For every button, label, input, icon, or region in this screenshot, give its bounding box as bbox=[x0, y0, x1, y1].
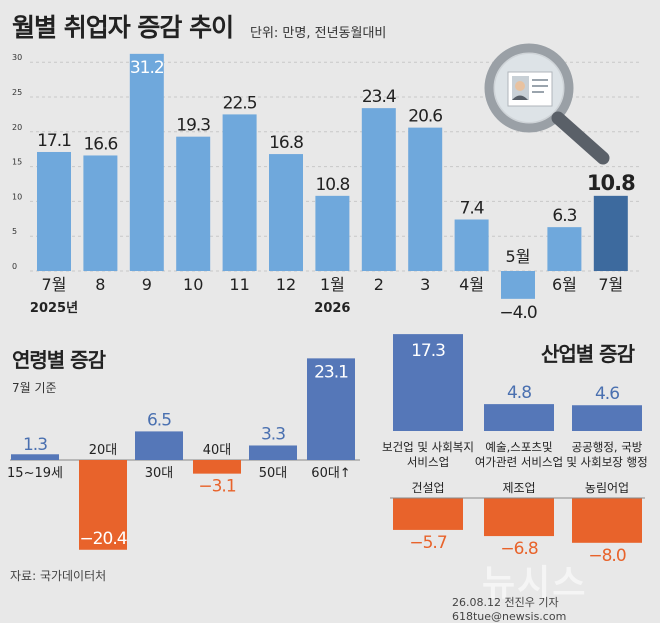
monthly-value-label: 10.8 bbox=[587, 171, 635, 195]
industry-category-label: 예술,스포츠및 bbox=[485, 440, 552, 454]
industry-category-label: 제조업 bbox=[502, 481, 535, 495]
industry-category-label: 여가관련 서비스업 bbox=[475, 455, 563, 469]
industry-bar bbox=[484, 498, 554, 537]
monthly-bar bbox=[269, 154, 303, 271]
industry-bar bbox=[484, 404, 554, 431]
watermark-logo: 뉴시스 bbox=[482, 563, 588, 604]
monthly-value-label: 22.5 bbox=[223, 93, 257, 113]
industry-value-label: −6.8 bbox=[500, 539, 537, 559]
age-value-label: 23.1 bbox=[314, 362, 348, 382]
y-tick-label: 5 bbox=[12, 227, 17, 236]
year-label: 2025년 bbox=[30, 301, 78, 316]
monthly-category-label: 5월 bbox=[506, 247, 531, 266]
monthly-bar bbox=[593, 195, 628, 271]
industry-category-label: 보건업 및 사회복지 bbox=[382, 440, 474, 454]
monthly-bar bbox=[408, 127, 443, 272]
industry-value-label: −5.7 bbox=[409, 533, 446, 553]
monthly-bar bbox=[222, 114, 257, 272]
y-tick-label: 10 bbox=[12, 192, 22, 201]
monthly-category-label: 7월 bbox=[598, 275, 623, 294]
industry-bar bbox=[393, 334, 463, 431]
monthly-bar bbox=[361, 108, 396, 271]
monthly-category-label: 9 bbox=[142, 275, 152, 294]
monthly-bar bbox=[547, 227, 582, 271]
y-tick-label: 25 bbox=[12, 88, 22, 97]
industry-category-label: 건설업 bbox=[411, 481, 444, 495]
age-basis-label: 7월 기준 bbox=[12, 381, 57, 395]
age-value-label: 1.3 bbox=[23, 435, 47, 455]
monthly-category-label: 10 bbox=[183, 275, 203, 294]
monthly-bar bbox=[176, 136, 211, 271]
age-bar bbox=[307, 358, 355, 460]
monthly-category-label: 11 bbox=[229, 275, 249, 294]
monthly-category-label: 4월 bbox=[459, 275, 484, 294]
monthly-value-label: 19.3 bbox=[176, 116, 210, 136]
y-tick-label: 20 bbox=[12, 123, 22, 132]
unit-label: 단위: 만명, 전년동월대비 bbox=[250, 26, 387, 41]
age-category-label: 60대↑ bbox=[311, 466, 350, 481]
monthly-value-label: 23.4 bbox=[362, 87, 396, 107]
industry-category-label: 및 사회보장 행정 bbox=[566, 455, 647, 469]
age-bar bbox=[249, 445, 297, 460]
monthly-bar bbox=[454, 219, 489, 271]
monthly-value-label: 20.6 bbox=[408, 107, 442, 127]
y-tick-label: 15 bbox=[12, 158, 22, 167]
age-category-label: 15~19세 bbox=[7, 466, 63, 481]
industry-bar bbox=[393, 498, 463, 530]
industry-section-title: 산업별 증감 bbox=[541, 342, 635, 366]
monthly-bar bbox=[501, 271, 535, 299]
industry-bar bbox=[572, 498, 642, 543]
age-value-label: 3.3 bbox=[261, 424, 285, 444]
industry-value-label: 4.8 bbox=[507, 383, 531, 403]
year-label: 2026 bbox=[314, 301, 350, 316]
age-bar bbox=[11, 454, 59, 460]
monthly-value-label: 31.2 bbox=[130, 58, 164, 78]
monthly-category-label: 3 bbox=[420, 275, 430, 294]
monthly-value-label: −4.0 bbox=[499, 303, 536, 323]
age-category-label: 20대 bbox=[89, 443, 118, 458]
monthly-value-label: 16.6 bbox=[83, 134, 117, 154]
age-bar bbox=[193, 460, 241, 474]
age-value-label: −20.4 bbox=[79, 529, 126, 549]
industry-value-label: 17.3 bbox=[411, 341, 445, 361]
industry-category-label: 서비스업 bbox=[407, 455, 449, 469]
monthly-bar bbox=[315, 195, 350, 271]
source-label: 자료: 국가데이터처 bbox=[10, 569, 107, 583]
age-bar bbox=[135, 431, 183, 460]
monthly-value-label: 16.8 bbox=[269, 133, 303, 153]
monthly-value-label: 7.4 bbox=[460, 198, 484, 218]
industry-category-label: 농림어업 bbox=[585, 481, 629, 495]
industry-category-label: 공공행정, 국방 bbox=[572, 440, 643, 454]
monthly-category-label: 1월 bbox=[320, 275, 345, 294]
monthly-category-label: 2 bbox=[374, 275, 384, 294]
chart-title: 월별 취업자 증감 추이 bbox=[12, 13, 234, 42]
monthly-bar bbox=[37, 151, 71, 271]
age-category-label: 50대 bbox=[259, 466, 288, 481]
industry-bar bbox=[572, 405, 642, 431]
y-tick-label: 30 bbox=[12, 53, 22, 62]
age-value-label: 6.5 bbox=[147, 410, 171, 430]
magnifier-with-person-icon bbox=[484, 43, 610, 165]
industry-value-label: −8.0 bbox=[588, 546, 625, 566]
monthly-category-label: 6월 bbox=[552, 275, 577, 294]
monthly-value-label: 6.3 bbox=[552, 206, 576, 226]
age-section-title: 연령별 증감 bbox=[12, 348, 106, 372]
monthly-category-label: 12 bbox=[276, 275, 296, 294]
monthly-value-label: 10.8 bbox=[315, 175, 349, 195]
monthly-category-label: 7월 bbox=[42, 275, 67, 294]
monthly-category-label: 8 bbox=[95, 275, 105, 294]
y-tick-label: 0 bbox=[12, 262, 17, 271]
age-bar bbox=[79, 460, 127, 550]
monthly-bar bbox=[83, 155, 118, 271]
age-category-label: 30대 bbox=[145, 466, 174, 481]
industry-value-label: 4.6 bbox=[595, 384, 619, 404]
age-value-label: −3.1 bbox=[198, 477, 235, 497]
monthly-value-label: 17.1 bbox=[37, 131, 71, 151]
monthly-bar bbox=[129, 53, 164, 272]
age-category-label: 40대 bbox=[203, 443, 232, 458]
credit-label: 26.08.12 전진우 기자 618tue@newsis.com bbox=[452, 596, 567, 623]
